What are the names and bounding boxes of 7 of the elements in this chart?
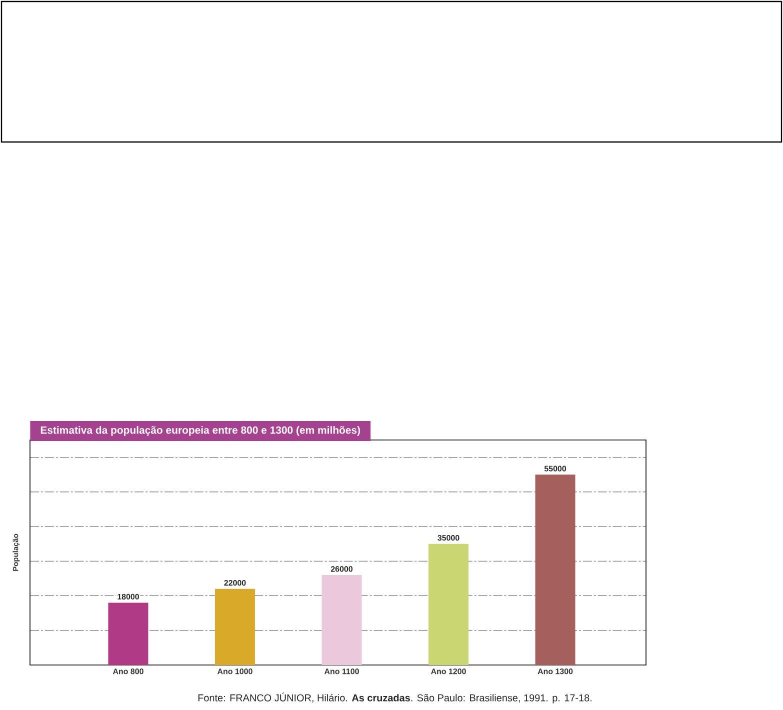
- bar: [214, 588, 255, 665]
- bar: [322, 575, 362, 665]
- bar: [535, 474, 576, 665]
- source-note: Fonte: FRANCO JÚNIOR, Hilário. As cruzadas. São Paulo: Brasiliense, 1991. p. 17-18.: [198, 692, 592, 704]
- chart-title: Estimativa da população europeia entre 800 e 1300 (em milhões): [40, 426, 360, 436]
- bar: [108, 602, 148, 665]
- bar: [428, 544, 468, 665]
